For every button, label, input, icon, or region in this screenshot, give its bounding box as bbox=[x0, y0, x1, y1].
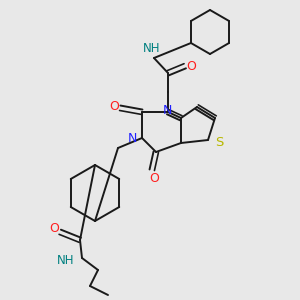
Text: O: O bbox=[109, 100, 119, 113]
Text: S: S bbox=[215, 136, 224, 148]
Text: N: N bbox=[162, 104, 172, 118]
Text: N: N bbox=[128, 131, 137, 145]
Text: O: O bbox=[186, 61, 196, 74]
Text: NH: NH bbox=[56, 254, 74, 266]
Text: NH: NH bbox=[143, 42, 161, 55]
Text: O: O bbox=[49, 223, 59, 236]
Text: O: O bbox=[149, 172, 159, 184]
